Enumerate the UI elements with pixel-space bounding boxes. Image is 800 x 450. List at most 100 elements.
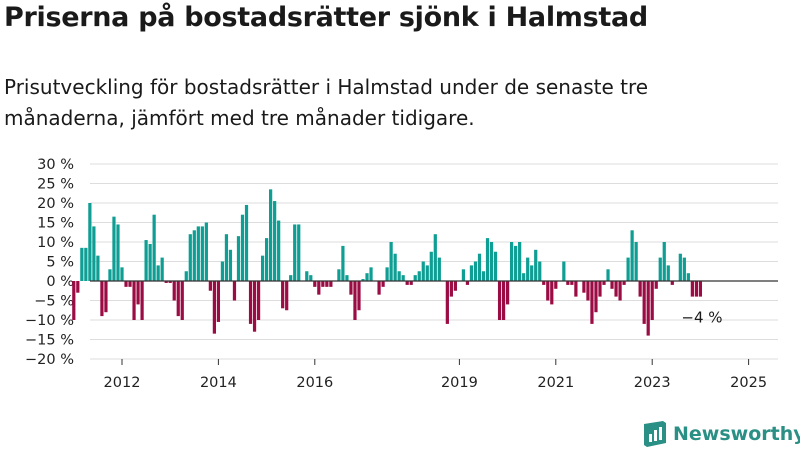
bar — [626, 257, 630, 281]
bar — [273, 201, 277, 281]
bar — [160, 257, 164, 281]
bar — [252, 281, 257, 332]
bar — [433, 234, 437, 281]
bar — [289, 275, 293, 281]
bar — [148, 243, 152, 281]
bar — [413, 275, 417, 281]
y-tick-label: 5 % — [46, 255, 74, 271]
bar — [248, 281, 253, 324]
bar — [228, 249, 233, 281]
bar — [329, 281, 333, 287]
bar — [385, 267, 389, 281]
bar — [534, 249, 538, 281]
bar — [417, 271, 421, 281]
bar — [598, 281, 602, 297]
bar — [88, 203, 92, 281]
bar — [80, 247, 84, 281]
y-tick-label: −20 % — [25, 352, 74, 368]
bar — [634, 242, 638, 281]
x-tick-label: 2019 — [441, 375, 478, 391]
bar — [240, 214, 245, 281]
y-tick-label: 15 % — [37, 216, 74, 232]
bar — [461, 269, 466, 281]
bar — [590, 281, 594, 324]
bar — [602, 281, 606, 285]
bar — [393, 253, 397, 281]
bar — [522, 273, 526, 281]
bar — [618, 281, 622, 301]
bar — [449, 281, 453, 297]
bar — [445, 281, 449, 324]
bar — [409, 281, 413, 285]
bar — [646, 281, 650, 336]
bar — [425, 265, 429, 281]
bar — [690, 281, 694, 297]
bar — [465, 281, 470, 285]
bar — [421, 261, 425, 281]
bar — [630, 230, 634, 281]
bar — [662, 242, 666, 281]
bar — [321, 281, 325, 287]
bar — [429, 251, 433, 281]
bar — [140, 281, 144, 320]
bar — [514, 245, 518, 281]
bar — [120, 267, 124, 281]
y-tick-label: 30 % — [37, 157, 74, 173]
bar — [244, 204, 249, 281]
x-axis: 2012 2014 2016 2019 2021 2023 2025 — [90, 280, 778, 391]
bar — [96, 255, 100, 281]
bar — [570, 281, 574, 285]
bar — [84, 247, 88, 281]
bar — [369, 267, 373, 281]
bar — [437, 257, 441, 281]
bar — [542, 281, 546, 285]
bar — [184, 271, 188, 281]
brand-name: Newsworthy — [673, 423, 800, 445]
bar — [497, 281, 502, 320]
chart-subtitle: Prisutveckling för bostadsrätter i Halms… — [4, 75, 649, 130]
bar — [678, 253, 682, 281]
bar — [562, 261, 566, 281]
bar — [293, 224, 297, 281]
bar — [389, 242, 393, 281]
bar — [164, 281, 168, 283]
bar — [216, 281, 221, 322]
y-tick-label: −10 % — [25, 313, 74, 329]
bar — [650, 281, 654, 320]
bar — [686, 273, 690, 281]
bar — [694, 281, 698, 297]
bar — [345, 275, 349, 281]
newsworthy-logo-icon — [644, 421, 666, 447]
bar — [132, 281, 136, 320]
y-tick-label: 25 % — [37, 177, 74, 193]
bar — [574, 281, 578, 297]
bar — [212, 281, 216, 334]
bar — [365, 273, 369, 281]
bar — [128, 281, 132, 287]
x-tick-label: 2021 — [537, 375, 574, 391]
bar — [264, 238, 269, 281]
x-tick-label: 2016 — [296, 375, 333, 391]
bar — [481, 271, 486, 281]
bar — [168, 281, 172, 283]
bar — [277, 220, 281, 281]
bar — [622, 281, 626, 285]
newsworthy-logo: Newsworthy — [643, 420, 800, 448]
bar — [341, 245, 345, 281]
bar — [586, 281, 590, 301]
bar — [530, 265, 534, 281]
bar — [313, 281, 317, 287]
bar — [401, 275, 405, 281]
bar — [172, 281, 176, 301]
bar — [204, 222, 208, 281]
bar — [281, 281, 285, 309]
bar — [285, 281, 289, 311]
chart-title: Priserna på bostadsrätter sjönk i Halmst… — [4, 2, 648, 33]
bar — [654, 281, 658, 289]
bar — [180, 281, 184, 320]
bar — [381, 281, 385, 287]
bar — [200, 226, 204, 281]
bar — [260, 255, 265, 281]
bar — [510, 242, 514, 281]
